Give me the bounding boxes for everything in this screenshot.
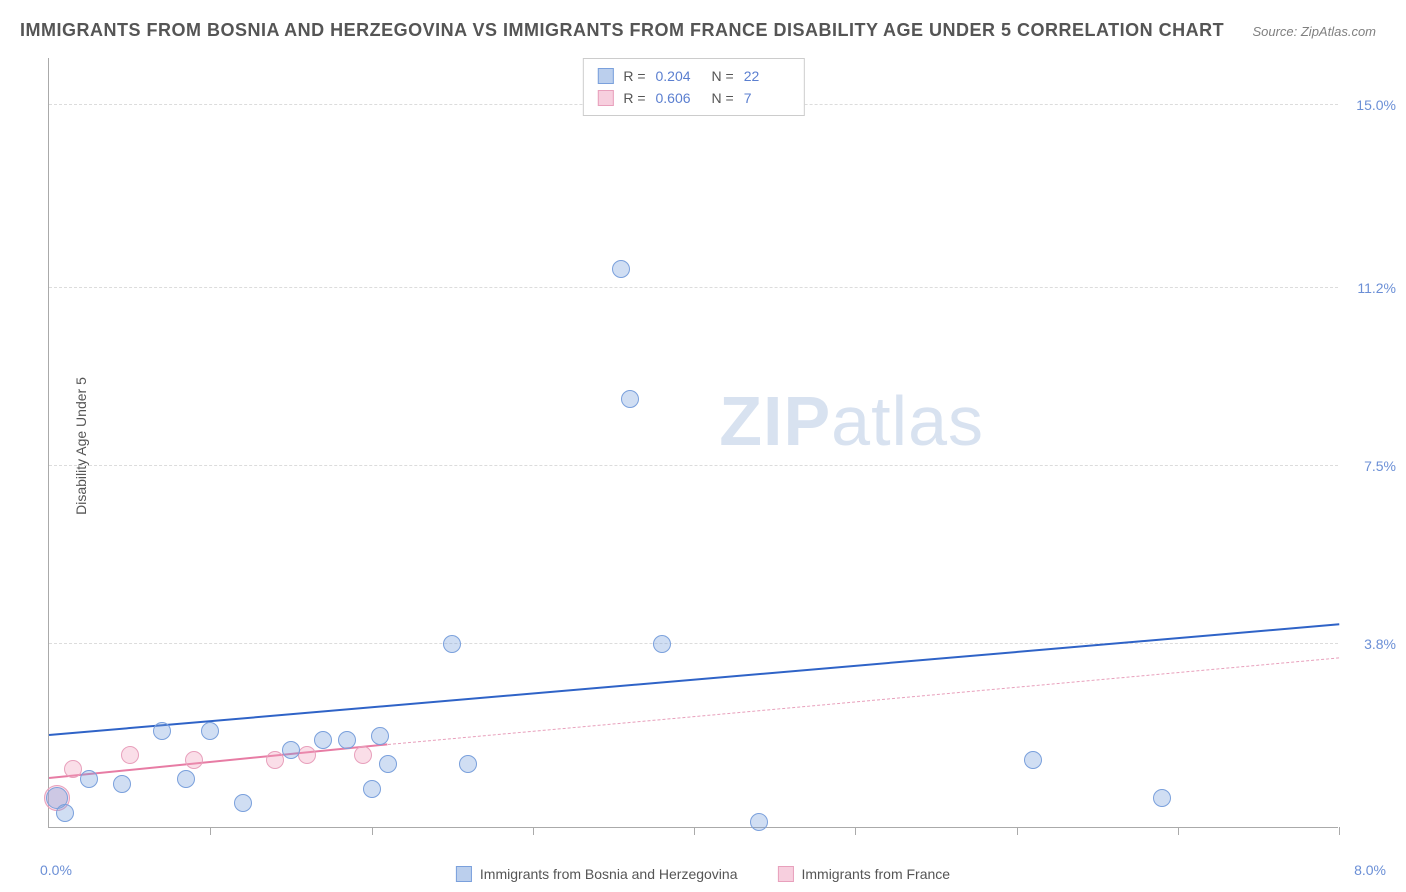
x-tick <box>855 827 856 835</box>
legend-swatch-france-icon <box>777 866 793 882</box>
data-point <box>64 760 82 778</box>
data-point <box>653 635 671 653</box>
data-point <box>121 746 139 764</box>
series-legend-label-2: Immigrants from France <box>801 866 950 882</box>
data-point <box>153 722 171 740</box>
data-point <box>363 780 381 798</box>
x-tick <box>1339 827 1340 835</box>
data-point <box>80 770 98 788</box>
x-tick <box>210 827 211 835</box>
x-tick <box>694 827 695 835</box>
chart-container: IMMIGRANTS FROM BOSNIA AND HERZEGOVINA V… <box>0 0 1406 892</box>
series-legend-item-france: Immigrants from France <box>777 866 950 882</box>
data-point <box>185 751 203 769</box>
trend-line <box>49 623 1339 736</box>
gridline-horizontal <box>49 643 1338 644</box>
correlation-legend-row-1: R = 0.204 N = 22 <box>597 65 789 87</box>
data-point <box>282 741 300 759</box>
series-legend: Immigrants from Bosnia and Herzegovina I… <box>456 866 950 882</box>
data-point <box>1024 751 1042 769</box>
legend-n-value-2: 7 <box>744 87 790 109</box>
chart-title: IMMIGRANTS FROM BOSNIA AND HERZEGOVINA V… <box>20 20 1224 41</box>
x-axis-origin-label: 0.0% <box>40 862 72 878</box>
data-point <box>201 722 219 740</box>
x-axis-max-label: 8.0% <box>1354 862 1386 878</box>
source-attribution: Source: ZipAtlas.com <box>1252 24 1376 39</box>
gridline-horizontal <box>49 287 1338 288</box>
gridline-horizontal <box>49 465 1338 466</box>
data-point <box>459 755 477 773</box>
y-tick-label: 7.5% <box>1364 458 1396 474</box>
data-point <box>314 731 332 749</box>
legend-swatch-france <box>597 90 613 106</box>
data-point <box>56 804 74 822</box>
x-tick <box>372 827 373 835</box>
watermark: ZIPatlas <box>719 381 984 461</box>
y-tick-label: 15.0% <box>1356 97 1396 113</box>
x-tick <box>533 827 534 835</box>
x-tick <box>1178 827 1179 835</box>
series-legend-label-1: Immigrants from Bosnia and Herzegovina <box>480 866 738 882</box>
y-tick-label: 3.8% <box>1364 636 1396 652</box>
legend-swatch-bosnia <box>597 68 613 84</box>
data-point <box>338 731 356 749</box>
x-tick <box>1017 827 1018 835</box>
legend-swatch-bosnia-icon <box>456 866 472 882</box>
data-point <box>612 260 630 278</box>
legend-n-value-1: 22 <box>744 65 790 87</box>
series-legend-item-bosnia: Immigrants from Bosnia and Herzegovina <box>456 866 738 882</box>
data-point <box>1153 789 1171 807</box>
correlation-legend-row-2: R = 0.606 N = 7 <box>597 87 789 109</box>
data-point <box>379 755 397 773</box>
data-point <box>354 746 372 764</box>
legend-r-value-1: 0.204 <box>656 65 702 87</box>
data-point <box>266 751 284 769</box>
legend-r-label: R = <box>623 65 645 87</box>
data-point <box>234 794 252 812</box>
trend-line <box>49 743 388 779</box>
legend-r-value-2: 0.606 <box>656 87 702 109</box>
y-tick-label: 11.2% <box>1357 280 1396 296</box>
data-point <box>621 390 639 408</box>
data-point <box>177 770 195 788</box>
legend-n-label: N = <box>712 65 734 87</box>
legend-n-label: N = <box>712 87 734 109</box>
watermark-rest: atlas <box>831 382 984 460</box>
correlation-legend: R = 0.204 N = 22 R = 0.606 N = 7 <box>582 58 804 116</box>
data-point <box>298 746 316 764</box>
data-point <box>443 635 461 653</box>
data-point <box>371 727 389 745</box>
plot-area: ZIPatlas R = 0.204 N = 22 R = 0.606 N = … <box>48 58 1338 828</box>
data-point <box>113 775 131 793</box>
watermark-bold: ZIP <box>719 382 831 460</box>
trend-line <box>388 658 1339 746</box>
data-point <box>750 813 768 831</box>
legend-r-label: R = <box>623 87 645 109</box>
